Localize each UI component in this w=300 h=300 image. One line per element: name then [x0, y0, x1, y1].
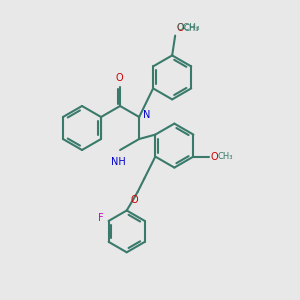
Text: NH: NH — [111, 157, 125, 167]
Text: F: F — [98, 213, 104, 223]
Text: N: N — [143, 110, 151, 120]
Text: CH₃: CH₃ — [183, 24, 199, 33]
Text: O: O — [176, 22, 184, 33]
Text: O: O — [131, 195, 139, 205]
Text: O: O — [211, 152, 218, 162]
Text: O: O — [115, 73, 123, 83]
Text: CH₃: CH₃ — [218, 152, 233, 161]
Text: OCH₃: OCH₃ — [176, 22, 200, 32]
